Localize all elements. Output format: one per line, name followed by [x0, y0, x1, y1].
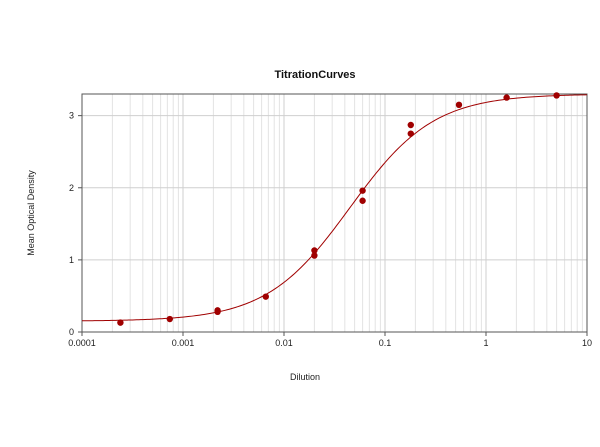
data-point [503, 94, 510, 101]
y-tick-label: 0 [69, 327, 74, 337]
chart-title: TitrationCurves [274, 69, 355, 81]
fitted-curve-layer [81, 94, 588, 322]
data-points-layer [117, 92, 560, 326]
data-point [311, 247, 318, 254]
data-point [311, 252, 318, 259]
x-tick-label: 0.001 [172, 338, 195, 348]
data-point [407, 121, 414, 129]
grid-lines [81, 94, 587, 333]
data-point [214, 307, 221, 314]
data-point [359, 187, 366, 194]
data-point [166, 315, 173, 323]
data-point [553, 92, 560, 99]
data-point [359, 197, 366, 204]
x-tick-label: 0.0001 [68, 338, 96, 348]
fitted-curve [81, 94, 588, 322]
y-tick-label: 3 [69, 111, 74, 121]
data-point [455, 101, 463, 109]
y-axis-label: Mean Optical Density [26, 170, 36, 256]
x-tick-label: 10 [582, 338, 592, 348]
x-axis-ticks: 0.0001 0.001 0.01 0.1 1 10 [68, 332, 592, 348]
y-tick-label: 2 [69, 183, 74, 193]
y-axis-ticks: 0 1 2 3 [69, 111, 82, 337]
x-tick-label: 0.01 [275, 338, 293, 348]
x-axis-label: Dilution [290, 372, 320, 382]
y-tick-label: 1 [69, 255, 74, 265]
data-point [262, 293, 269, 300]
plot-frame [81, 93, 588, 333]
x-tick-label: 0.1 [379, 338, 392, 348]
data-point [117, 319, 124, 326]
data-point [407, 130, 414, 137]
x-tick-label: 1 [483, 338, 488, 348]
